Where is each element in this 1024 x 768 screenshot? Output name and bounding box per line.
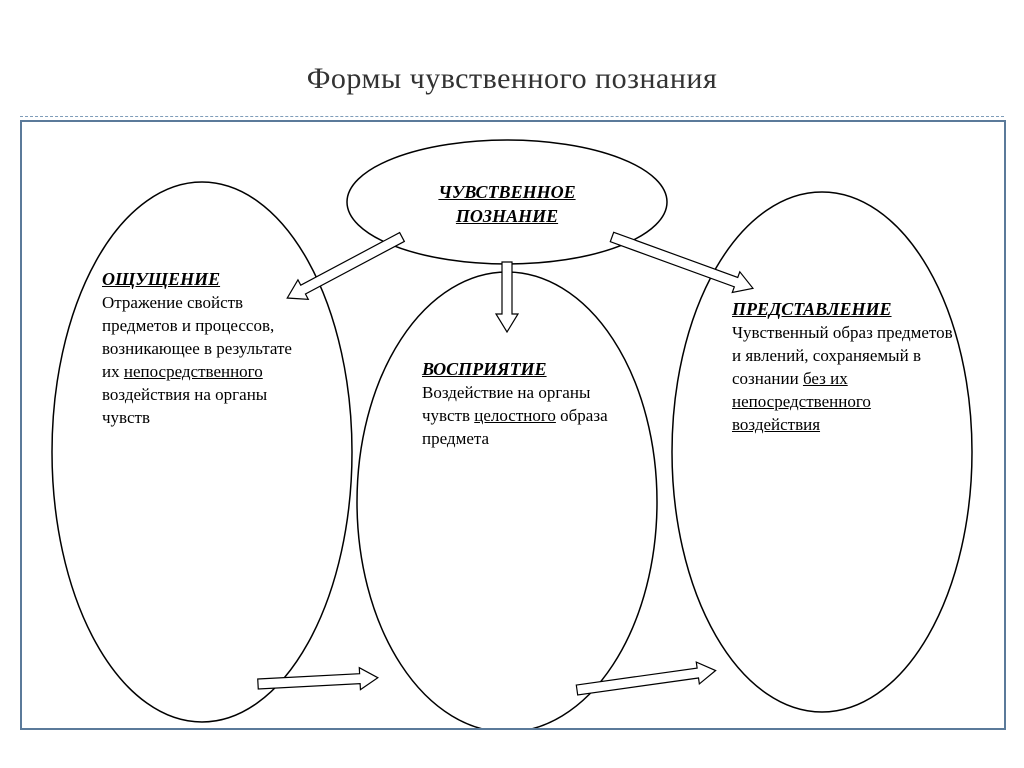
slide: Формы чувственного познания	[0, 0, 1024, 768]
left-body-u: непосредственного	[124, 362, 263, 381]
title-text: Формы чувственного познания	[307, 62, 718, 95]
left-heading: ОЩУЩЕНИЕ	[102, 269, 220, 289]
page-title: Формы чувственного познания	[0, 62, 1024, 96]
middle-body-u: целостного	[474, 406, 556, 425]
node-central-text: ЧУВСТВЕННОЕ ПОЗНАНИЕ	[347, 180, 667, 229]
title-underline	[20, 116, 1004, 117]
node-right-text: ПРЕДСТАВЛЕНИЕ Чувственный образ предмето…	[732, 297, 957, 437]
central-heading-2: ПОЗНАНИЕ	[456, 206, 558, 226]
node-middle-text: ВОСПРИЯТИЕ Воздействие на органы чувств …	[422, 357, 622, 451]
middle-heading: ВОСПРИЯТИЕ	[422, 359, 547, 379]
central-heading-1: ЧУВСТВЕННОЕ	[438, 182, 575, 202]
node-left-ellipse	[52, 182, 352, 722]
node-middle-ellipse	[357, 272, 657, 728]
left-body-post: воздействия на органы чувств	[102, 385, 267, 427]
node-left-text: ОЩУЩЕНИЕ Отражение свойств предметов и п…	[102, 267, 302, 430]
right-heading: ПРЕДСТАВЛЕНИЕ	[732, 299, 892, 319]
diagram-frame: ЧУВСТВЕННОЕ ПОЗНАНИЕ ОЩУЩЕНИЕ Отражение …	[20, 120, 1006, 730]
